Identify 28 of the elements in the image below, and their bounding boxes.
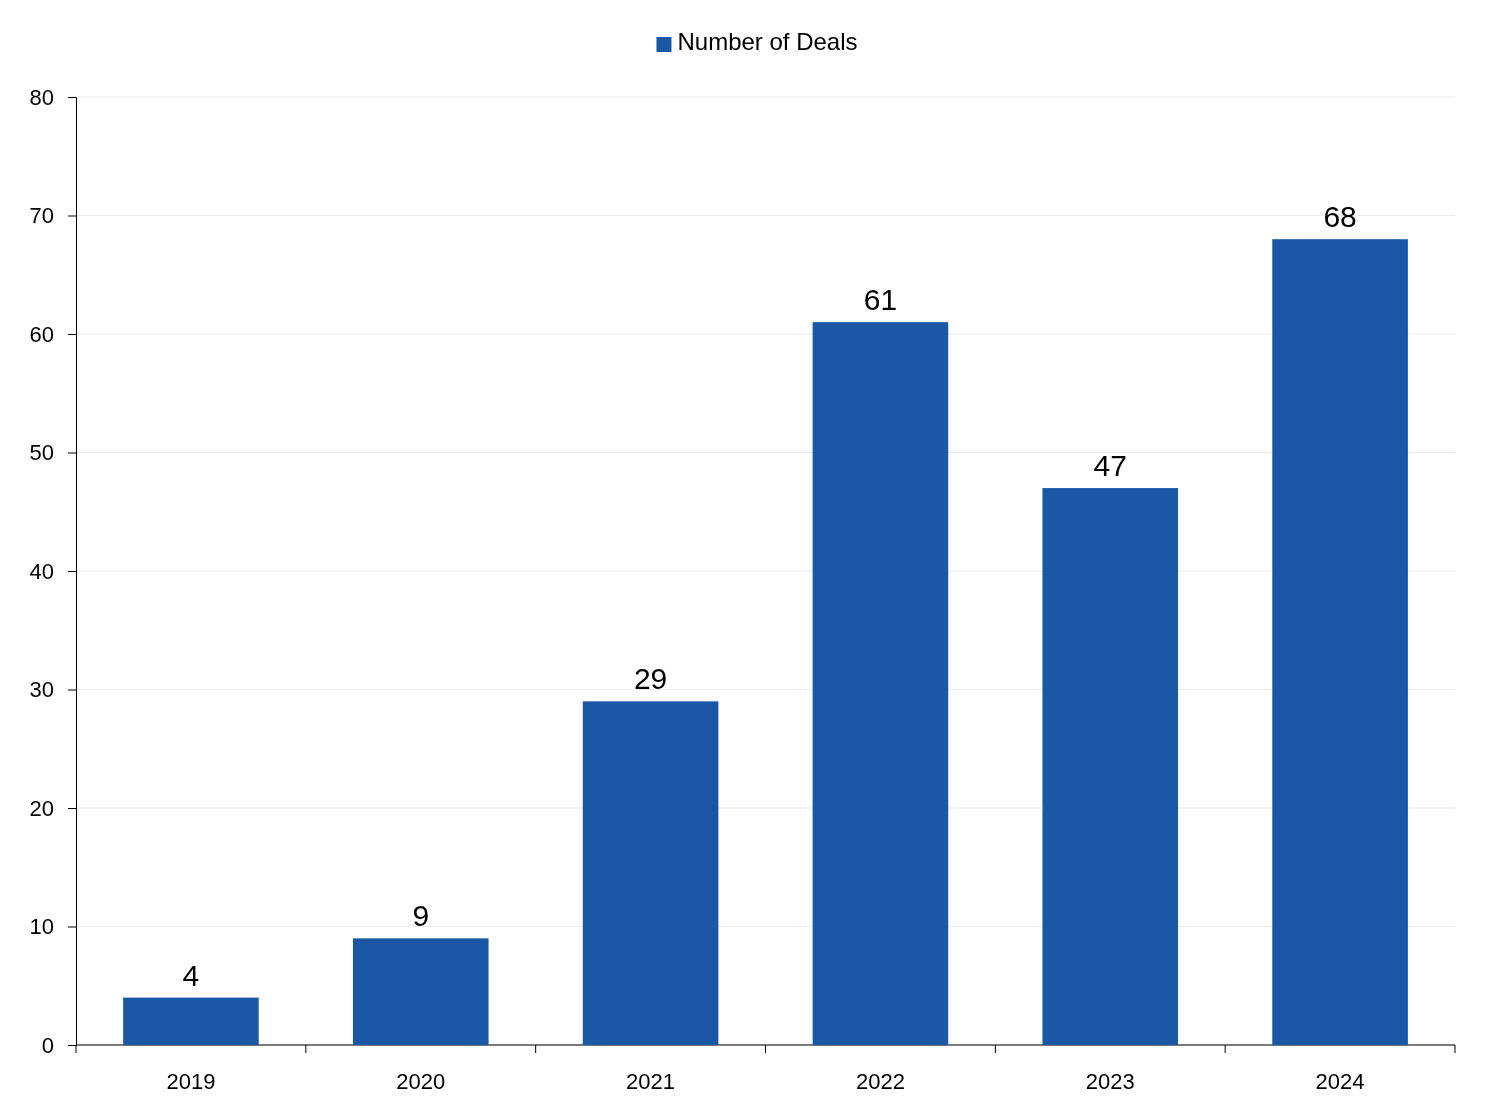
data-label: 29 xyxy=(633,662,668,696)
y-tick-label: 50 xyxy=(29,440,54,466)
data-label: 4 xyxy=(182,958,200,992)
data-label: 9 xyxy=(412,899,430,933)
y-tick-label: 30 xyxy=(29,677,54,703)
data-label: 68 xyxy=(1323,200,1357,234)
bar xyxy=(812,322,949,1045)
bar xyxy=(123,997,259,1045)
x-tick-label: 2020 xyxy=(396,1069,446,1094)
x-tick-label: 2021 xyxy=(626,1069,676,1094)
data-label: 61 xyxy=(863,283,898,317)
y-tick-label: 40 xyxy=(29,558,54,584)
y-tick-label: 60 xyxy=(29,321,54,347)
legend-label: Number of Deals xyxy=(677,28,858,55)
y-tick-label: 20 xyxy=(29,795,54,821)
x-tick-label: 2024 xyxy=(1315,1069,1365,1094)
bar xyxy=(582,701,719,1045)
x-tick-label: 2022 xyxy=(855,1069,905,1094)
x-tick-label: 2019 xyxy=(166,1069,216,1094)
bar xyxy=(1042,488,1179,1045)
bar xyxy=(352,938,489,1045)
y-tick-label: 10 xyxy=(29,914,54,940)
y-tick-label: 0 xyxy=(41,1032,54,1058)
y-tick-label: 80 xyxy=(29,84,54,110)
y-tick-label: 70 xyxy=(29,203,54,229)
bar xyxy=(1272,239,1408,1045)
data-label: 47 xyxy=(1093,449,1127,483)
x-tick-label: 2023 xyxy=(1085,1069,1135,1094)
